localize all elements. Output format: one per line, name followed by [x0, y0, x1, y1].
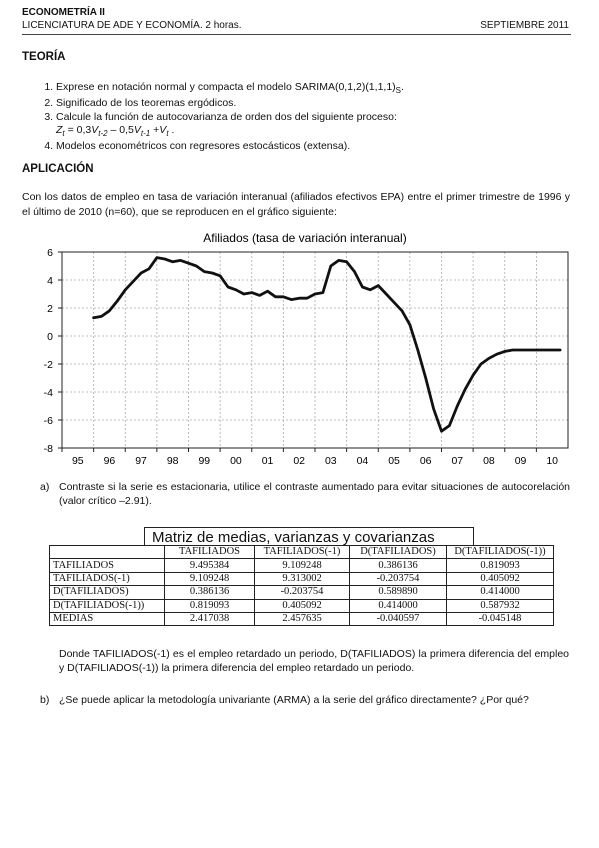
matrix-cell: 0.819093	[446, 558, 554, 573]
x-tick-label: 01	[262, 455, 274, 467]
matrix-cell: -0.045148	[446, 611, 554, 627]
chart-title: Afiliados (tasa de variación interanual)	[203, 231, 406, 245]
x-tick-label: 97	[135, 455, 147, 467]
covariance-matrix: TAFILIADOS TAFILIADOS(-1) D(TAFILIADOS) …	[49, 544, 554, 627]
matrix-cell: 9.109248	[164, 571, 255, 587]
question-a-text: Contraste si la serie es estacionaria, u…	[59, 481, 570, 507]
x-axis-ticks: 95 96 97 98 99 00 01 02 03 04 05 06 07 08 09 10	[61, 448, 558, 467]
matrix-col-header: D(TAFILIADOS)	[349, 544, 447, 560]
series-line	[92, 256, 562, 433]
x-tick-label: 98	[167, 455, 179, 467]
teoria-heading: TEORÍA	[22, 51, 66, 63]
y-tick-label: 0	[47, 331, 53, 343]
x-tick-label: 95	[72, 455, 84, 467]
exam-date: SEPTIEMBRE 2011	[480, 20, 569, 31]
matrix-col-header: TAFILIADOS	[164, 544, 255, 560]
aplicacion-intro: Con los datos de empleo en tasa de varia…	[22, 191, 570, 218]
matrix-corner	[49, 544, 165, 560]
matrix-cell: 0.414000	[349, 598, 447, 613]
header-rule	[22, 34, 571, 35]
matrix-row: TAFILIADOS(-1) 9.109248 9.313002 -0.2037…	[49, 571, 554, 587]
matrix-row-label: D(TAFILIADOS(-1))	[49, 598, 165, 613]
x-tick-label: 03	[325, 455, 337, 467]
chart-grid	[62, 251, 568, 449]
matrix-cell: -0.040597	[349, 611, 447, 627]
matrix-cell: 9.495384	[164, 558, 255, 573]
teoria-item-1: Exprese en notación normal y compacta el…	[56, 81, 596, 97]
y-tick-label: -6	[44, 415, 53, 427]
matrix-row-label: TAFILIADOS(-1)	[49, 571, 165, 587]
afiliados-line-chart: Afiliados (tasa de variación interanual)…	[44, 231, 569, 467]
degree-line: LICENCIATURA DE ADE Y ECONOMÍA. 2 horas.	[22, 20, 242, 31]
x-tick-label: 96	[104, 455, 116, 467]
y-tick-label: 4	[47, 275, 53, 287]
matrix-row: MEDIAS 2.417038 2.457635 -0.040597 -0.04…	[49, 611, 554, 627]
chart-series	[92, 256, 562, 433]
x-tick-label: 99	[198, 455, 210, 467]
course-title: ECONOMETRÍA II	[22, 7, 105, 18]
teoria-questions: Exprese en notación normal y compacta el…	[22, 81, 596, 153]
matrix-cell: -0.203754	[349, 571, 447, 587]
question-b-label: b)	[40, 694, 50, 706]
question-a: a) Contraste si la serie es estacionaria…	[40, 480, 570, 508]
x-tick-label: 04	[357, 455, 369, 467]
matrix-row: TAFILIADOS 9.495384 9.109248 0.386136 0.…	[49, 558, 554, 573]
plot-frame	[61, 251, 569, 449]
matrix-cell: 2.417038	[164, 611, 255, 627]
matrix-header-row: TAFILIADOS TAFILIADOS(-1) D(TAFILIADOS) …	[49, 544, 554, 560]
matrix-cell: 2.457635	[254, 611, 350, 627]
y-tick-label: 2	[47, 303, 53, 315]
matrix-cell: 0.589890	[349, 585, 447, 600]
matrix-cell: 0.587932	[446, 598, 554, 613]
matrix-cell: 9.313002	[254, 571, 350, 587]
y-tick-label: 6	[47, 247, 53, 259]
matrix-cell: 0.386136	[349, 558, 447, 573]
matrix-row-label: D(TAFILIADOS)	[49, 585, 165, 600]
matrix-title: Matriz de medias, varianzas y covarianza…	[144, 527, 474, 546]
matrix-row: D(TAFILIADOS) 0.386136 -0.203754 0.58989…	[49, 585, 554, 600]
question-b-text: ¿Se puede aplicar la metodología univari…	[59, 694, 529, 706]
matrix-cell: 0.405092	[446, 571, 554, 587]
y-tick-label: -2	[44, 359, 53, 371]
teoria-item-2: Significado de los teoremas ergódicos.	[56, 97, 596, 110]
y-axis-ticks: 6 4 2 0 -2 -4 -6 -8	[44, 247, 62, 455]
x-tick-label: 05	[388, 455, 400, 467]
question-a-label: a)	[40, 481, 50, 493]
matrix-row-label: TAFILIADOS	[49, 558, 165, 573]
matrix-cell: -0.203754	[254, 585, 350, 600]
matrix-cell: 9.109248	[254, 558, 350, 573]
matrix-note: Donde TAFILIADOS(-1) es el empleo retard…	[59, 648, 569, 674]
x-tick-label: 00	[230, 455, 242, 467]
autocov-formula: Zt = 0,3Vt-2 – 0,5Vt-1 +Vt .	[56, 123, 175, 138]
x-tick-label: 06	[420, 455, 432, 467]
x-tick-label: 07	[451, 455, 463, 467]
teoria-item-3: Calcule la función de autocovarianza de …	[56, 111, 596, 141]
matrix-col-header: D(TAFILIADOS(-1))	[446, 544, 554, 560]
y-tick-label: -4	[44, 387, 53, 399]
matrix-cell: 0.405092	[254, 598, 350, 613]
x-tick-label: 02	[293, 455, 305, 467]
aplicacion-heading: APLICACIÓN	[22, 163, 94, 175]
matrix-cell: 0.386136	[164, 585, 255, 600]
y-tick-label: -8	[44, 443, 53, 455]
x-tick-label: 10	[546, 455, 558, 467]
question-b: b) ¿Se puede aplicar la metodología univ…	[40, 693, 570, 707]
matrix-row-label: MEDIAS	[49, 611, 165, 627]
matrix-cell: 0.819093	[164, 598, 255, 613]
matrix-row: D(TAFILIADOS(-1)) 0.819093 0.405092 0.41…	[49, 598, 554, 613]
matrix-col-header: TAFILIADOS(-1)	[254, 544, 350, 560]
matrix-cell: 0.414000	[446, 585, 554, 600]
x-tick-label: 08	[483, 455, 495, 467]
x-tick-label: 09	[515, 455, 527, 467]
teoria-item-4: Modelos econométricos con regresores est…	[56, 140, 596, 153]
